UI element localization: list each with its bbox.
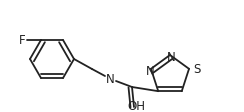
Text: OH: OH [127, 99, 145, 112]
Text: N: N [106, 73, 114, 86]
Text: S: S [193, 63, 200, 76]
Text: N: N [167, 51, 175, 63]
Text: F: F [19, 34, 26, 47]
Text: N: N [146, 64, 154, 77]
